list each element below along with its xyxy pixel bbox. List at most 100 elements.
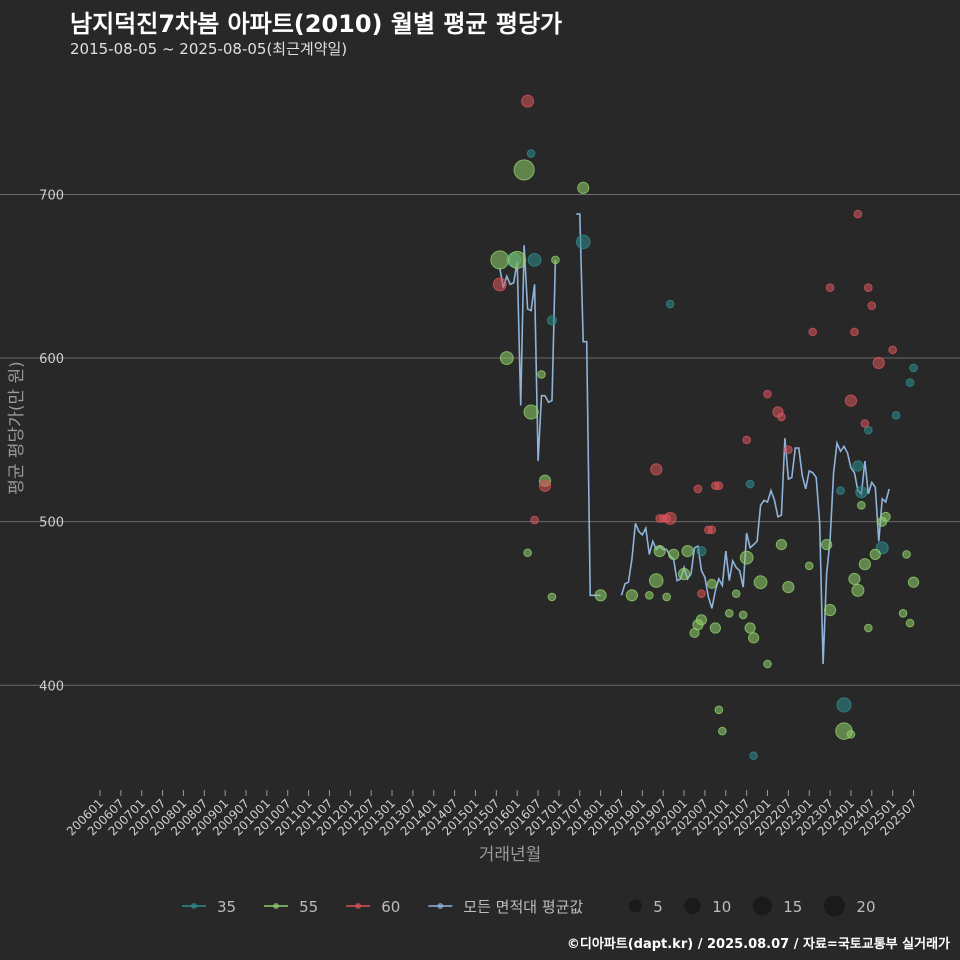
data-point-55 <box>706 578 717 589</box>
data-point-55 <box>709 622 721 634</box>
legend-size-label: 5 <box>653 898 663 916</box>
data-point-55 <box>547 592 557 602</box>
data-point-55 <box>508 250 527 269</box>
data-point-55 <box>668 548 680 561</box>
data-point-55 <box>695 614 708 626</box>
legend-marker-60 <box>355 903 362 909</box>
chart-subtitle: 2015-08-05 ~ 2025-08-05(최근계약일) <box>70 40 348 58</box>
data-point-55 <box>846 730 856 739</box>
legend-size-marker <box>823 895 845 917</box>
data-point-35 <box>836 486 845 495</box>
data-point-55 <box>905 618 915 628</box>
data-point-60 <box>888 345 897 355</box>
data-point-55 <box>662 592 671 602</box>
data-point-55 <box>681 545 694 558</box>
data-point-60 <box>521 94 535 108</box>
data-point-60 <box>714 481 724 490</box>
chart-title: 남지덕진7차봄 아파트(2010) 월별 평균 평당가 <box>70 10 563 38</box>
data-point-60 <box>663 511 677 525</box>
data-point-60 <box>808 327 818 337</box>
data-point-55 <box>739 550 754 565</box>
y-tick-label: 600 <box>39 352 64 367</box>
data-point-60 <box>492 277 507 292</box>
data-point-35 <box>665 299 675 309</box>
data-point-55 <box>907 576 920 588</box>
data-point-35 <box>855 486 868 499</box>
legend-label-35: 35 <box>217 898 236 916</box>
y-tick-label: 400 <box>39 679 64 694</box>
legend-size-label: 20 <box>856 898 875 916</box>
data-point-35 <box>749 751 758 760</box>
data-point-55 <box>898 608 908 618</box>
legend-marker-35 <box>191 903 197 909</box>
data-point-60 <box>538 479 552 492</box>
data-point-60 <box>844 394 858 407</box>
data-point-60 <box>742 435 751 445</box>
data-point-55 <box>869 548 881 561</box>
data-point-55 <box>731 589 741 598</box>
data-point-55 <box>513 159 535 181</box>
data-point-60 <box>860 419 870 428</box>
data-point-55 <box>823 603 837 617</box>
data-point-55 <box>625 589 639 602</box>
data-point-55 <box>857 501 866 510</box>
data-point-55 <box>499 351 514 365</box>
data-point-60 <box>853 209 863 219</box>
data-point-35 <box>905 378 915 387</box>
legend-size-label: 10 <box>712 898 731 916</box>
data-point-55 <box>848 572 861 586</box>
legend-label-55: 55 <box>299 898 318 916</box>
data-point-60 <box>850 327 859 337</box>
average-price-line <box>499 213 890 665</box>
legend-size-marker <box>628 899 642 913</box>
legend-marker-avg <box>437 903 444 909</box>
data-point-35 <box>836 697 852 713</box>
data-point-35 <box>745 479 755 489</box>
y-axis-ticks: 400 500 600 700 <box>39 188 64 694</box>
data-point-35 <box>696 546 707 557</box>
data-point-55 <box>490 250 510 270</box>
data-point-60 <box>763 389 772 399</box>
data-point-55 <box>645 590 654 600</box>
data-point-60 <box>693 484 703 494</box>
data-point-35 <box>575 234 591 250</box>
data-point-55 <box>747 632 760 644</box>
data-point-55 <box>718 726 727 736</box>
data-point-55 <box>804 561 814 571</box>
legend-size-label: 15 <box>783 898 802 916</box>
data-point-55 <box>763 659 772 669</box>
data-point-60 <box>864 283 873 293</box>
x-axis-title: 거래년월 <box>479 845 542 865</box>
data-point-35 <box>526 149 536 158</box>
data-point-60 <box>825 283 835 293</box>
data-point-55 <box>523 548 532 558</box>
data-point-55 <box>744 622 756 634</box>
data-point-35 <box>864 425 873 435</box>
data-point-60 <box>697 589 706 598</box>
x-axis-ticks: 2006012006072007012007072008012008072009… <box>64 790 920 839</box>
data-point-60 <box>872 356 885 370</box>
data-point-55 <box>782 581 795 594</box>
data-point-55 <box>880 511 891 522</box>
legend-label-avg: 모든 면적대 평균값 <box>463 898 583 916</box>
legend-size-marker <box>684 897 701 915</box>
data-point-60 <box>650 463 663 476</box>
source-footer: ©디아파트(dapt.kr) / 2025.08.07 / 자료=국토교통부 실… <box>566 937 950 952</box>
data-point-55 <box>677 567 691 581</box>
data-point-55 <box>775 538 788 551</box>
data-point-55 <box>594 589 607 602</box>
y-tick-label: 500 <box>39 516 64 531</box>
data-point-55 <box>753 575 768 590</box>
data-point-35 <box>527 252 542 267</box>
y-axis-title: 평균 평당가(만 원) <box>7 361 27 495</box>
legend-marker-55 <box>273 903 280 909</box>
legend-label-60: 60 <box>381 898 400 916</box>
average-line-layer <box>499 213 890 665</box>
data-point-60 <box>530 515 539 525</box>
legend-size-marker <box>752 896 772 916</box>
data-point-35 <box>546 315 558 326</box>
scatter-points-layer <box>490 94 920 760</box>
data-point-55 <box>551 255 560 265</box>
data-point-35 <box>852 460 864 472</box>
